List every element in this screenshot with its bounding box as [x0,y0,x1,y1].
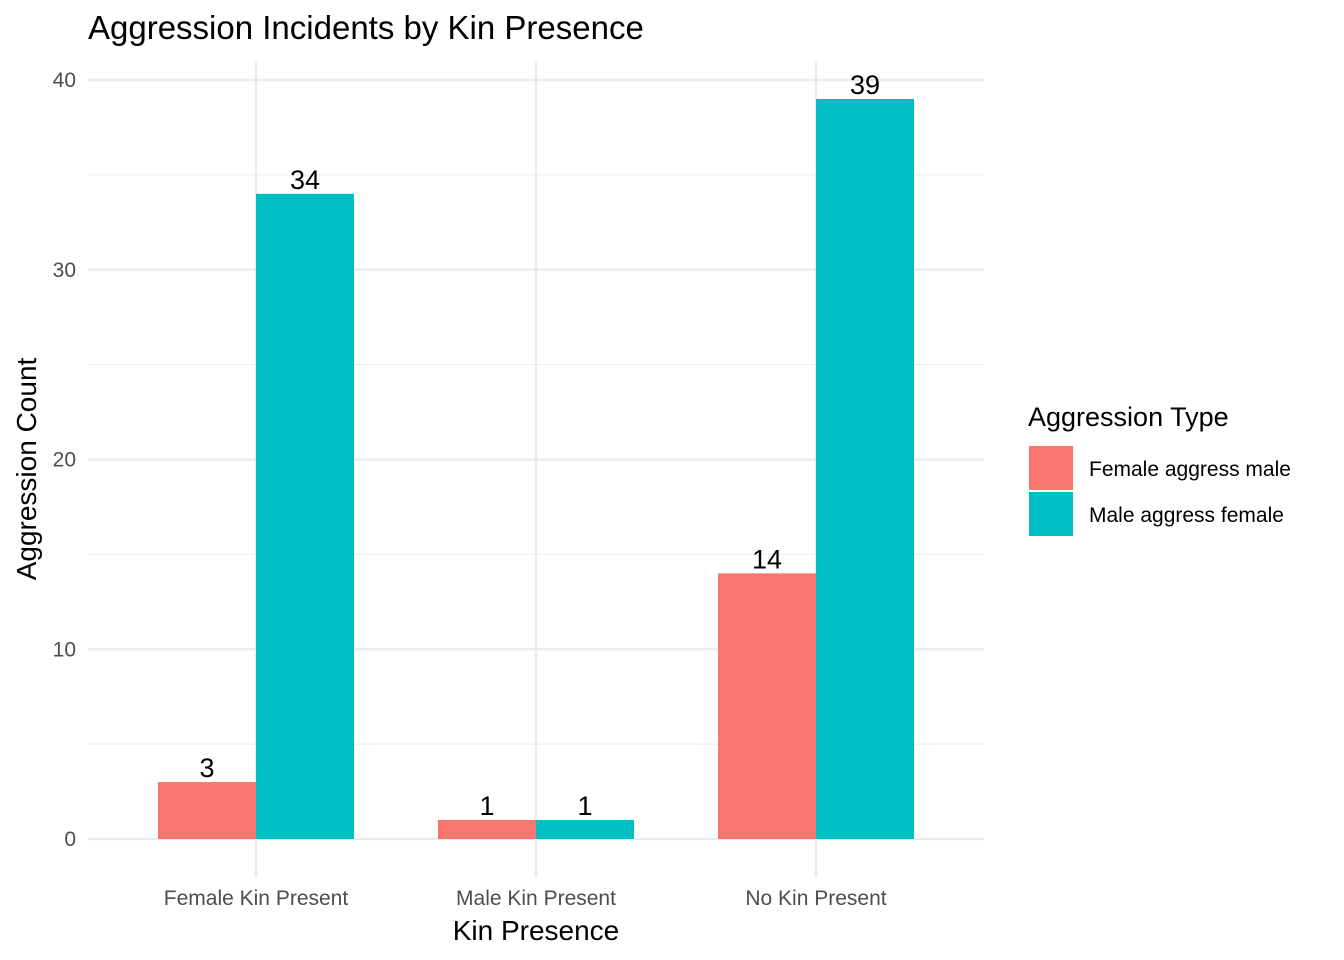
bar-value-label: 34 [290,165,320,195]
y-tick-label: 0 [64,828,76,851]
bar-male-aggress-female [256,193,354,840]
bar-value-label: 14 [752,544,782,574]
x-axis-title: Kin Presence [453,915,620,946]
legend-label: Female aggress male [1089,458,1291,481]
legend-title: Aggression Type [1028,402,1229,432]
y-tick-label: 20 [53,449,76,472]
x-tick-label: Female Kin Present [164,887,349,910]
y-axis-ticks: 0 10 20 30 40 [53,69,76,851]
data-labels: 3 1 14 34 1 39 [199,70,880,821]
x-tick-label: Male Kin Present [456,887,616,910]
bar-male-aggress-female [816,98,914,840]
legend: Aggression Type Female aggress male Male … [1028,402,1291,536]
bar-female-aggress-male [718,573,816,839]
bar-female-aggress-male [158,782,256,839]
bar-female-aggress-male [438,820,536,839]
y-tick-label: 30 [53,259,76,282]
bars [158,98,914,840]
bar-value-label: 39 [850,70,880,100]
legend-label: Male aggress female [1089,504,1284,527]
legend-items: Female aggress male Male aggress female [1029,446,1291,536]
chart-title: Aggression Incidents by Kin Presence [88,9,644,46]
y-tick-label: 40 [53,69,76,92]
y-tick-label: 10 [53,638,76,661]
bar-value-label: 1 [577,791,592,821]
legend-key-female-aggress-male [1029,446,1073,490]
x-tick-label: No Kin Present [745,887,886,910]
bar-value-label: 1 [479,791,494,821]
y-axis-title: Aggression Count [11,357,42,580]
x-axis-ticks: Female Kin Present Male Kin Present No Kin… [164,887,887,910]
legend-key-male-aggress-female [1029,492,1073,536]
bar-male-aggress-female [536,820,634,839]
bar-value-label: 3 [199,753,214,783]
